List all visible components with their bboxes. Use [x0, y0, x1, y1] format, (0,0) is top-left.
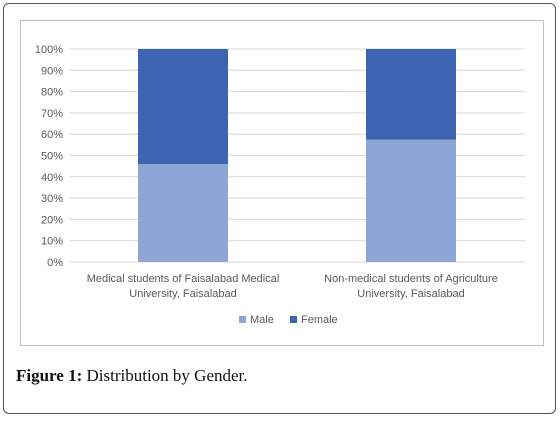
bar-male [138, 164, 228, 262]
y-tick-label: 30% [41, 193, 63, 205]
legend-label-female: Female [301, 314, 338, 326]
x-tick-label: University, Faisalabad [129, 288, 236, 300]
bar-female [366, 49, 456, 140]
y-tick-label: 60% [41, 129, 63, 141]
y-tick-label: 20% [41, 214, 63, 226]
x-tick-label: Medical students of Faisalabad Medical [87, 273, 280, 285]
y-tick-label: 90% [41, 65, 63, 77]
legend-swatch-male [239, 316, 246, 323]
x-tick-label: University, Faisalabad [357, 288, 464, 300]
legend-label-male: Male [250, 314, 274, 326]
y-tick-label: 80% [41, 87, 63, 99]
y-tick-label: 70% [41, 108, 63, 120]
y-tick-label: 100% [35, 44, 63, 56]
stacked-bar-chart: 0% 10% 20% 30% 40% 50% 60% 70% 80% 90% 100% Medical… [35, 44, 525, 326]
y-tick-label: 50% [41, 151, 63, 163]
caption-text: Distribution by Gender. [82, 366, 248, 385]
figure-caption: Figure 1: Distribution by Gender. [16, 366, 248, 386]
y-tick-label: 0% [47, 257, 63, 269]
chart-area: 0% 10% 20% 30% 40% 50% 60% 70% 80% 90% 100% Medical… [20, 20, 544, 346]
y-tick-label: 10% [41, 236, 63, 248]
y-tick-label: 40% [41, 172, 63, 184]
x-tick-label: Non-medical students of Agriculture [324, 273, 498, 285]
legend-swatch-female [290, 316, 297, 323]
bar-male [366, 139, 456, 262]
figure-frame: 0% 10% 20% 30% 40% 50% 60% 70% 80% 90% 100% Medical… [3, 3, 556, 414]
bar-female [138, 49, 228, 165]
caption-label: Figure 1: [16, 366, 83, 385]
